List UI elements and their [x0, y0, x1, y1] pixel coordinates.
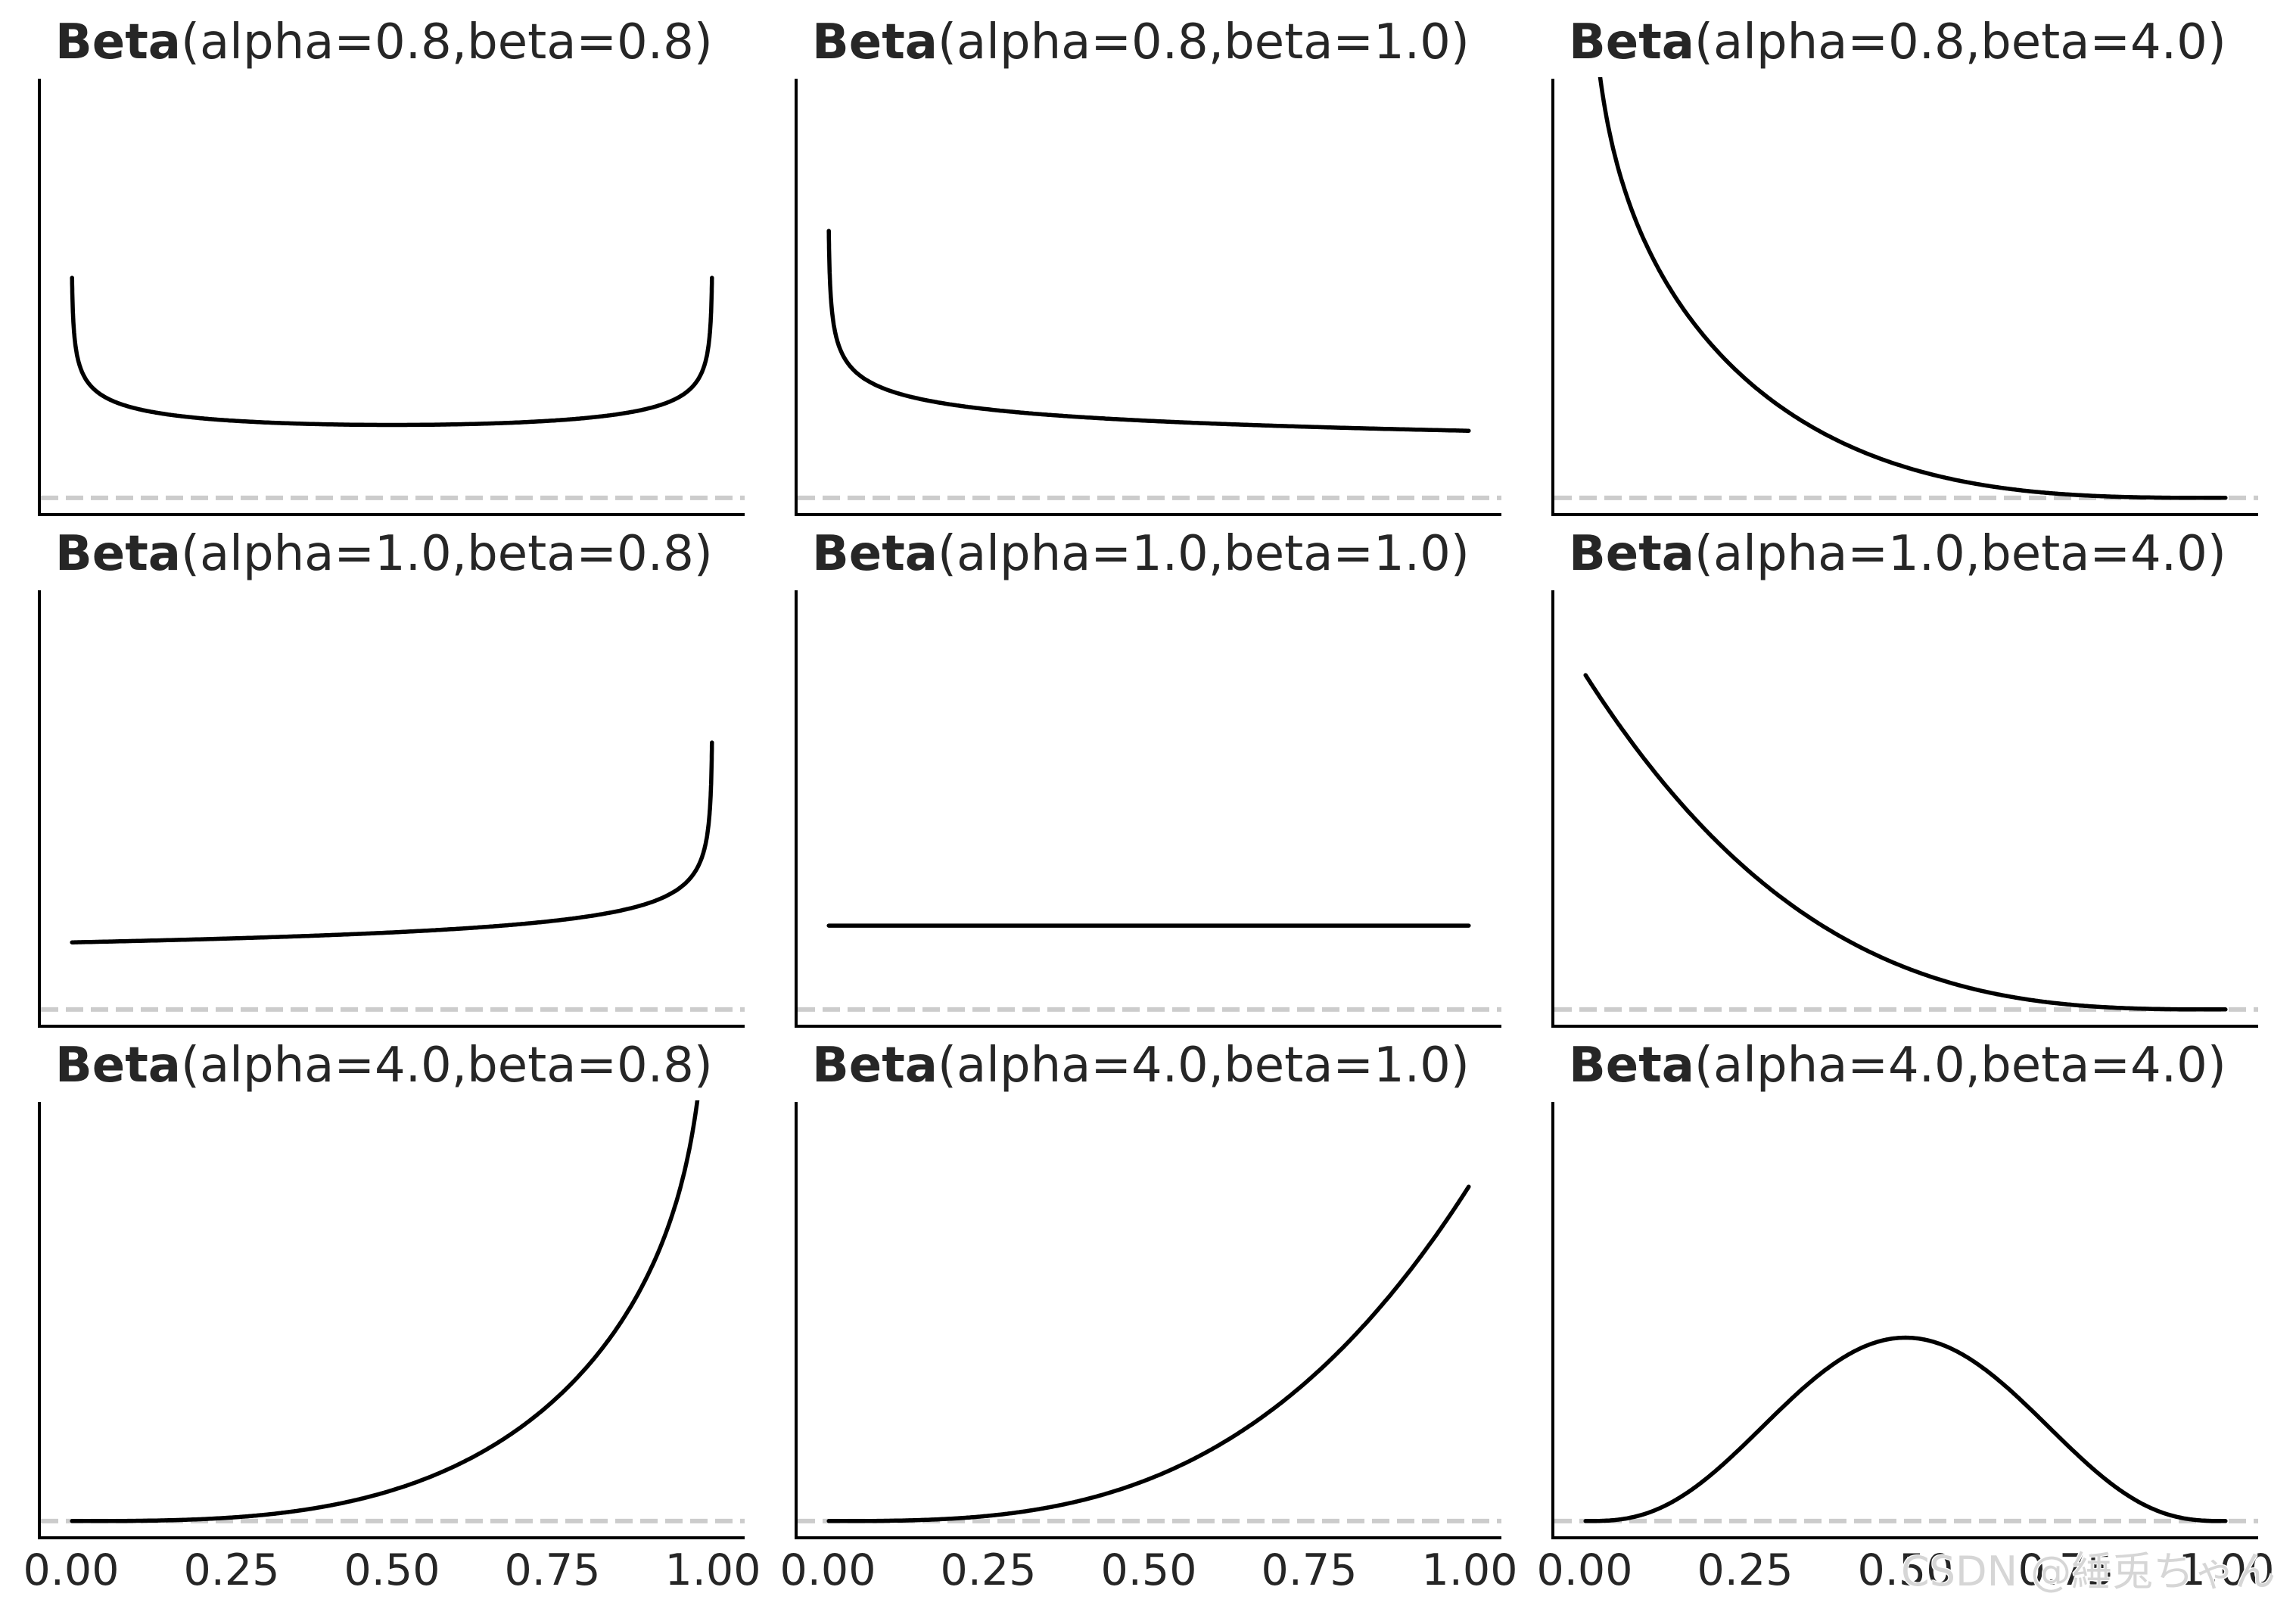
panel-3 [1551, 77, 2258, 516]
panel-title-8: Beta(alpha=4.0,beta=1.0) [812, 1041, 1470, 1090]
title-bold-text: Beta [1569, 14, 1694, 70]
panel-title-9: Beta(alpha=4.0,beta=4.0) [1569, 1041, 2226, 1090]
title-bold-text: Beta [812, 1038, 938, 1094]
panel-title-7: Beta(alpha=4.0,beta=0.8) [55, 1041, 713, 1090]
panel-2 [795, 79, 1501, 516]
title-bold-text: Beta [812, 14, 938, 70]
title-bold-text: Beta [812, 526, 938, 582]
panel-title-6: Beta(alpha=1.0,beta=4.0) [1569, 530, 2226, 578]
x-tick-label: 1.00 [2178, 1545, 2275, 1595]
x-tick-label: 0.25 [1697, 1545, 1794, 1595]
title-params-text: (alpha=1.0,beta=1.0) [937, 526, 1470, 582]
panel-title-5: Beta(alpha=1.0,beta=1.0) [812, 530, 1470, 578]
x-tick-label: 0.75 [1261, 1545, 1358, 1595]
title-params-text: (alpha=4.0,beta=0.8) [180, 1038, 713, 1094]
panel-title-3: Beta(alpha=0.8,beta=4.0) [1569, 18, 2226, 67]
pdf-curve [826, 1184, 1471, 1523]
x-tick-label: 0.50 [1100, 1545, 1197, 1595]
title-bold-text: Beta [1569, 1038, 1694, 1094]
x-tick-label: 1.00 [664, 1545, 761, 1595]
watermark-text: CSDN @綞兎ちゃん [1901, 1548, 2276, 1595]
pdf-curve [1583, 673, 2228, 1012]
panel-1 [38, 79, 745, 516]
x-tick-label: 1.00 [1421, 1545, 1518, 1595]
title-params-text: (alpha=0.8,beta=0.8) [180, 14, 713, 70]
x-tick-label: 0.25 [183, 1545, 280, 1595]
pdf-curve [70, 275, 714, 428]
x-tick-label: 0.25 [940, 1545, 1037, 1595]
panel-7 [38, 1100, 745, 1539]
panel-title-1: Beta(alpha=0.8,beta=0.8) [55, 18, 713, 67]
panel-9 [1551, 1102, 2258, 1539]
title-params-text: (alpha=0.8,beta=4.0) [1694, 14, 2226, 70]
pdf-curve [70, 1100, 700, 1523]
title-params-text: (alpha=1.0,beta=0.8) [180, 526, 713, 582]
x-tick-label: 0.00 [23, 1545, 120, 1595]
title-bold-text: Beta [1569, 526, 1694, 582]
panel-6 [1551, 590, 2258, 1028]
x-tick-label: 0.75 [2018, 1545, 2114, 1595]
pdf-curve [1598, 77, 2228, 500]
title-bold-text: Beta [55, 1038, 181, 1094]
title-bold-text: Beta [55, 14, 181, 70]
x-tick-label: 0.50 [344, 1545, 440, 1595]
panel-title-2: Beta(alpha=0.8,beta=1.0) [812, 18, 1470, 67]
x-tick-label: 0.50 [1857, 1545, 1954, 1595]
title-params-text: (alpha=4.0,beta=4.0) [1694, 1038, 2226, 1094]
title-bold-text: Beta [55, 526, 181, 582]
panel-5 [795, 590, 1501, 1028]
title-params-text: (alpha=0.8,beta=1.0) [937, 14, 1470, 70]
x-tick-label: 0.75 [504, 1545, 601, 1595]
pdf-curve [826, 229, 1471, 433]
title-params-text: (alpha=4.0,beta=1.0) [937, 1038, 1470, 1094]
x-tick-label: 0.00 [1536, 1545, 1633, 1595]
pdf-curve [1583, 1335, 2228, 1523]
x-tick-label: 0.00 [779, 1545, 876, 1595]
panel-title-4: Beta(alpha=1.0,beta=0.8) [55, 530, 713, 578]
panel-4 [38, 590, 745, 1028]
pdf-curve [70, 740, 714, 944]
title-params-text: (alpha=1.0,beta=4.0) [1694, 526, 2226, 582]
panel-8 [795, 1102, 1501, 1539]
